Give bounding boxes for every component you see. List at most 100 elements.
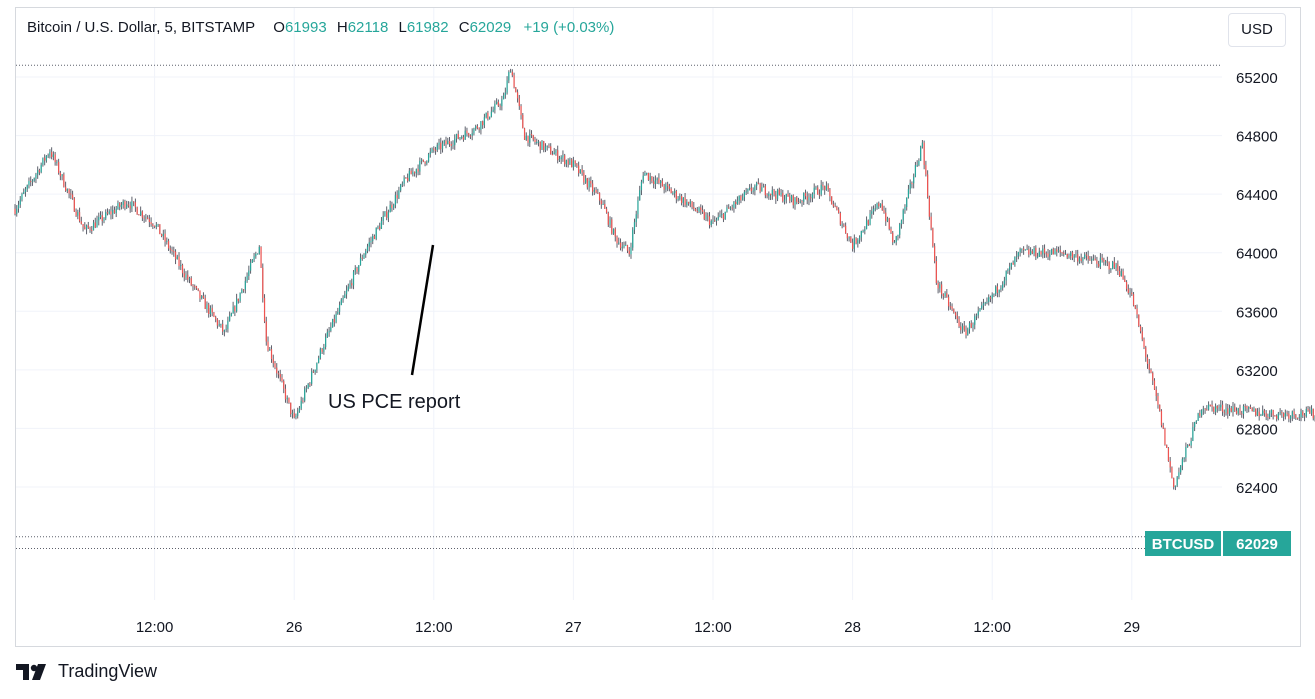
open-value: 61993 <box>284 19 327 36</box>
candle-body <box>660 180 662 184</box>
candle-body <box>75 211 77 216</box>
candle-body <box>536 141 538 143</box>
candle-body <box>780 192 782 195</box>
tradingview-logo[interactable]: TradingView <box>16 661 157 682</box>
candle-body <box>916 164 918 166</box>
candle-body <box>752 190 754 192</box>
candle-body <box>646 172 648 174</box>
candle-body <box>630 247 632 255</box>
symbol-title[interactable]: Bitcoin / U.S. Dollar, 5, BITSTAMP <box>27 19 256 36</box>
candle-body <box>489 116 491 119</box>
candle-body <box>1071 252 1074 258</box>
candle-body <box>965 329 967 335</box>
candle-body <box>988 297 990 302</box>
y-tick-label: 63600 <box>1236 304 1278 321</box>
candle-body <box>155 224 157 227</box>
candle-body <box>309 383 311 385</box>
candle-body <box>1089 259 1091 261</box>
candle-body <box>796 197 798 202</box>
candle-body <box>989 297 992 299</box>
candle-body <box>895 236 897 243</box>
time-axis[interactable]: 12:00 26 12:00 27 12:00 28 12:00 29 <box>136 619 1140 636</box>
candle-body <box>59 172 61 177</box>
candle-body <box>1237 408 1239 414</box>
candle-body <box>185 274 187 278</box>
candle-body <box>249 262 252 271</box>
candle-body <box>1197 413 1199 421</box>
candle-body <box>246 276 248 281</box>
candle-body <box>30 181 32 183</box>
candle-body <box>54 154 56 163</box>
price-axis[interactable]: 65200 64800 64400 64000 63600 63200 62800 62400 <box>1236 70 1278 497</box>
candle-body <box>242 289 245 291</box>
candle-body <box>410 170 412 175</box>
candle-body <box>1113 261 1115 268</box>
candle-body <box>953 309 955 313</box>
candle-body <box>473 128 475 134</box>
candle-body <box>504 92 506 96</box>
candle-body <box>649 176 651 180</box>
candle-body <box>937 283 939 289</box>
currency-button[interactable]: USD <box>1228 13 1286 47</box>
candle-body <box>672 192 674 194</box>
annotation-text: US PCE report <box>328 391 461 413</box>
candle-body <box>501 99 503 107</box>
candle-body <box>1043 248 1046 254</box>
candle-body <box>1117 264 1119 271</box>
candle-body <box>1070 252 1072 256</box>
annotation-arrow <box>410 244 435 376</box>
candle-body <box>1085 254 1088 256</box>
candle-body <box>61 174 63 177</box>
candle-body <box>565 160 568 165</box>
y-tick-label: 65200 <box>1236 70 1278 87</box>
candle-body <box>728 207 730 209</box>
candle-body <box>1159 404 1161 411</box>
candle-body <box>1225 408 1227 413</box>
candle-body <box>708 216 711 226</box>
candle-body <box>37 170 39 175</box>
candle-body <box>951 306 953 310</box>
candle-body <box>398 190 400 199</box>
candle-body <box>166 240 168 242</box>
candle-body <box>101 215 103 222</box>
candle-body <box>21 193 23 200</box>
x-tick-label: 12:00 <box>973 619 1011 636</box>
candle-body <box>745 191 747 193</box>
candle-body <box>197 288 199 291</box>
candle-body <box>1180 465 1182 473</box>
candle-body <box>311 371 313 384</box>
candle-body <box>1178 472 1180 478</box>
candle-body <box>1045 253 1047 255</box>
candle-body <box>225 328 227 331</box>
candle-body <box>1075 254 1077 256</box>
candle-body <box>1289 416 1292 419</box>
candle-body <box>667 184 669 187</box>
candle-body <box>113 209 116 214</box>
candle-body <box>1258 411 1260 416</box>
candle-body <box>126 204 128 208</box>
candle-body <box>1201 410 1203 416</box>
candle-body <box>1148 363 1150 370</box>
candle-body <box>787 193 789 197</box>
candle-body <box>65 186 67 191</box>
candle-body <box>1150 369 1152 373</box>
candle-body <box>785 193 787 200</box>
candle-body <box>872 208 875 212</box>
candle-body <box>600 200 602 205</box>
candle-body <box>1042 248 1044 255</box>
candle-body <box>553 152 555 155</box>
candle-body <box>661 180 663 187</box>
candle-body <box>949 306 951 308</box>
candle-body <box>970 323 972 328</box>
candle-body <box>356 268 358 272</box>
candle-body <box>162 233 164 237</box>
candle-body <box>794 197 796 206</box>
candle-body <box>1026 249 1028 251</box>
candle-body <box>1052 249 1054 255</box>
candle-body <box>31 180 34 182</box>
candle-body <box>438 142 440 145</box>
candle-body <box>724 211 726 220</box>
candle-body <box>726 207 728 212</box>
candle-body <box>1272 410 1274 416</box>
